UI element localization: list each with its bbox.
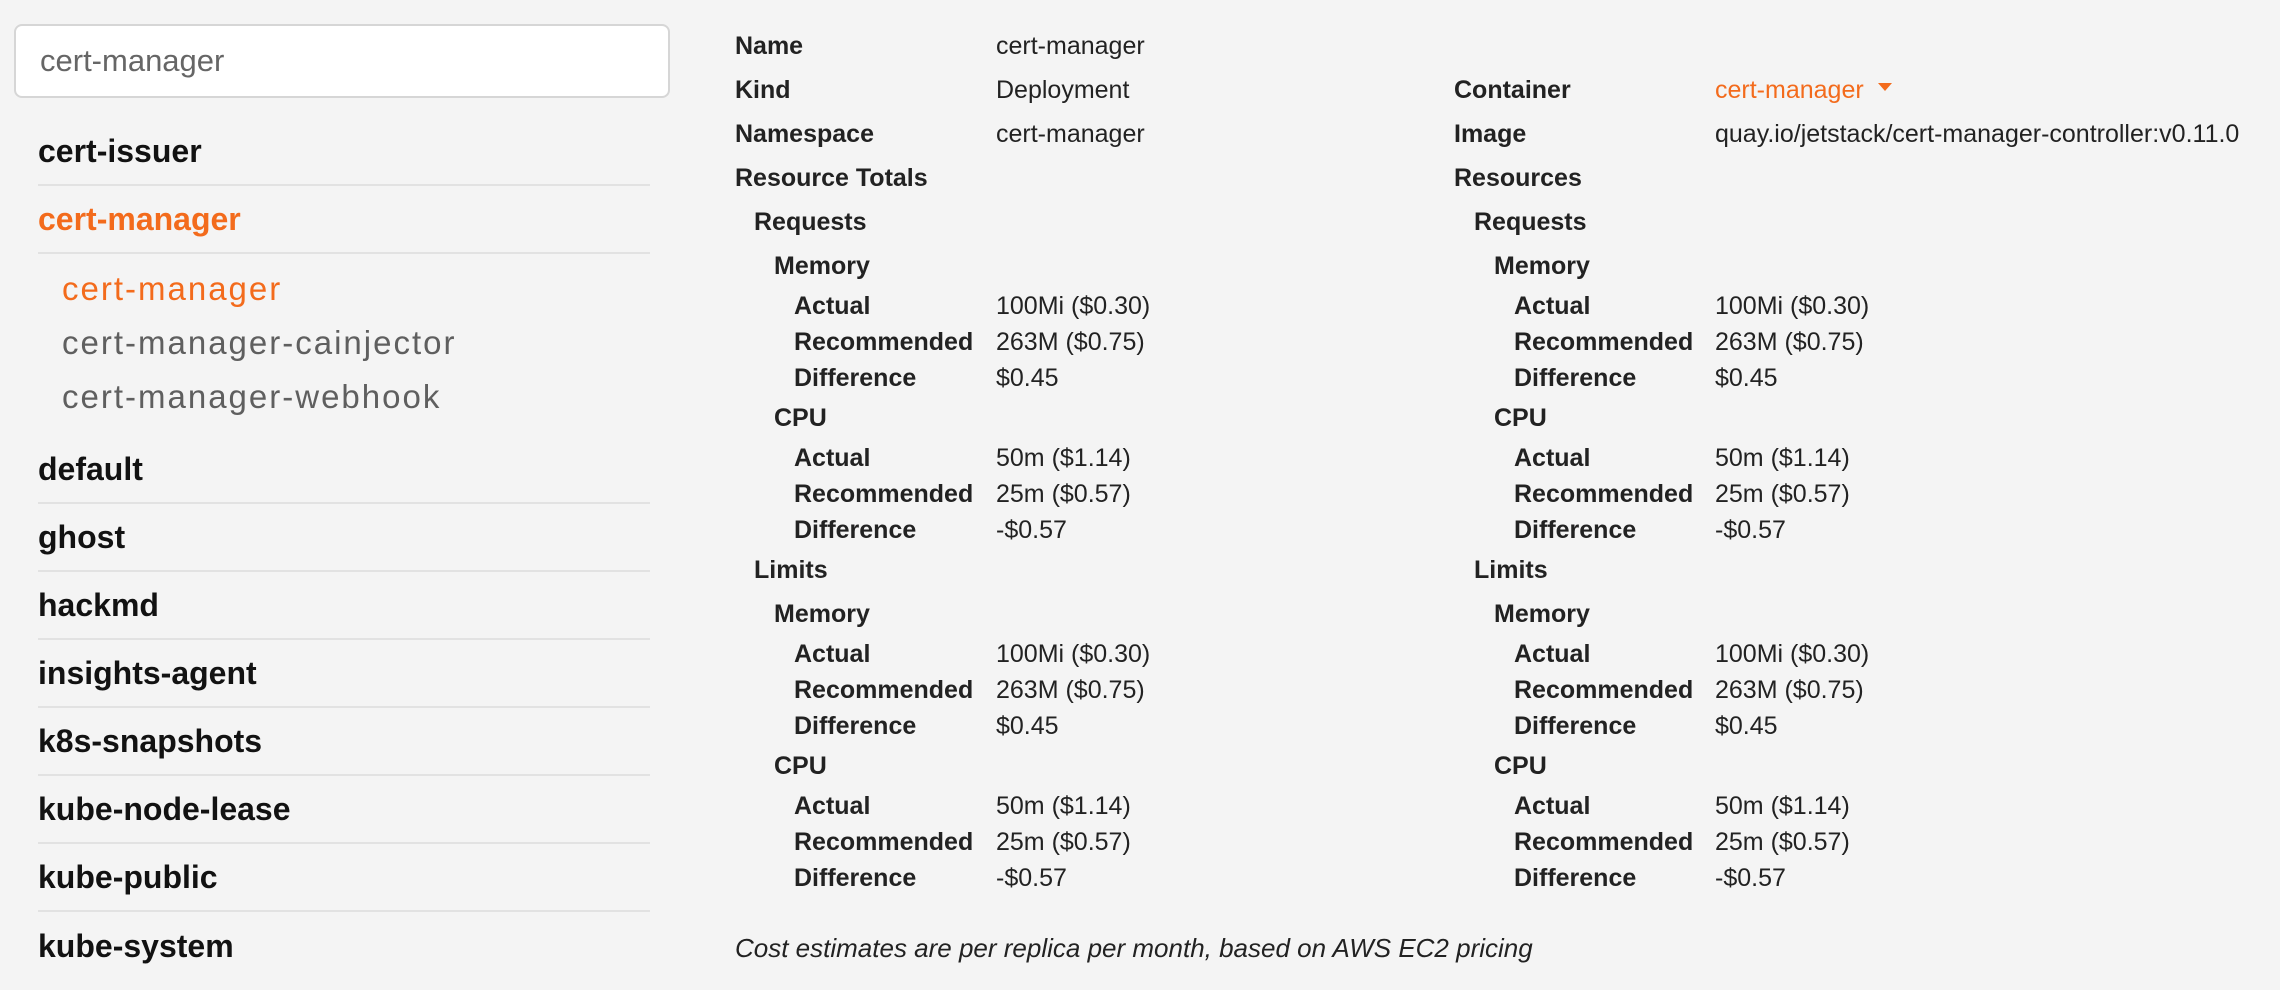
totals-limits-memory-recommended: 263M ($0.75): [996, 676, 1145, 704]
container-image: quay.io/jetstack/cert-manager-controller…: [1715, 120, 2240, 148]
totals-requests-memory-recommended-label: Recommended: [794, 328, 974, 356]
resources-requests-cpu-difference: -$0.57: [1715, 516, 1786, 544]
resources-requests-memory-actual-label: Actual: [1514, 292, 1591, 320]
resources-requests-cpu-difference-label: Difference: [1514, 516, 1637, 544]
sidebar-item-cert-manager[interactable]: cert-manager: [38, 186, 650, 254]
sidebar-item-cert-issuer[interactable]: cert-issuer: [38, 118, 650, 186]
totals-requests-memory-difference: $0.45: [996, 364, 1059, 392]
name-label: Name: [735, 32, 804, 60]
totals-limits-memory-heading: Memory: [774, 600, 870, 628]
resources-requests-memory-difference-label: Difference: [1514, 364, 1637, 392]
kind-label: Kind: [735, 76, 791, 104]
resources-limits-cpu-actual: 50m ($1.14): [1715, 792, 1850, 820]
sidebar-item-default[interactable]: default: [38, 436, 650, 504]
container-dropdown-value[interactable]: cert-manager: [1715, 76, 1864, 104]
totals-limits-cpu-actual-label: Actual: [794, 792, 871, 820]
resources-requests-memory-actual: 100Mi ($0.30): [1715, 292, 1870, 320]
workload-kind: Deployment: [996, 76, 1130, 104]
resources-requests-memory-recommended-label: Recommended: [1514, 328, 1694, 356]
resources-requests-memory-heading: Memory: [1494, 252, 1590, 280]
totals-requests-cpu-recommended-label: Recommended: [794, 480, 974, 508]
totals-limits-memory-difference-label: Difference: [794, 712, 917, 740]
sidebar-item-kube-public[interactable]: kube-public: [38, 844, 650, 912]
totals-limits-cpu-recommended-label: Recommended: [794, 828, 974, 856]
resources-requests-memory-difference: $0.45: [1715, 364, 1778, 392]
totals-requests-memory-recommended: 263M ($0.75): [996, 328, 1145, 356]
totals-limits-cpu-recommended: 25m ($0.57): [996, 828, 1131, 856]
totals-requests-cpu-difference: -$0.57: [996, 516, 1067, 544]
resources-requests-cpu-recommended-label: Recommended: [1514, 480, 1694, 508]
totals-requests-memory-actual: 100Mi ($0.30): [996, 292, 1151, 320]
totals-requests-heading: Requests: [754, 208, 867, 236]
sidebar-item-insights-agent[interactable]: insights-agent: [38, 640, 650, 708]
resources-limits-memory-recommended-label: Recommended: [1514, 676, 1694, 704]
resources-limits-cpu-difference: -$0.57: [1715, 864, 1786, 892]
totals-requests-memory-heading: Memory: [774, 252, 870, 280]
resources-limits-cpu-difference-label: Difference: [1514, 864, 1637, 892]
resource-totals-heading: Resource Totals: [735, 164, 928, 192]
resources-limits-memory-difference: $0.45: [1715, 712, 1778, 740]
workload-item-cert-manager-cainjector[interactable]: cert-manager-cainjector: [62, 324, 457, 361]
workload-namespace: cert-manager: [996, 120, 1145, 148]
sidebar-item-hackmd[interactable]: hackmd: [38, 572, 650, 640]
resources-limits-heading: Limits: [1474, 556, 1548, 584]
totals-limits-memory-actual: 100Mi ($0.30): [996, 640, 1151, 668]
resources-limits-cpu-recommended: 25m ($0.57): [1715, 828, 1850, 856]
namespace-list: cert-issuer cert-manager cert-manager ce…: [38, 118, 650, 980]
resources-limits-cpu-heading: CPU: [1494, 752, 1547, 780]
search-input[interactable]: [14, 24, 670, 98]
totals-limits-cpu-heading: CPU: [774, 752, 827, 780]
resources-requests-cpu-actual-label: Actual: [1514, 444, 1591, 472]
totals-limits-memory-actual-label: Actual: [794, 640, 871, 668]
resources-requests-memory-recommended: 263M ($0.75): [1715, 328, 1864, 356]
totals-requests-cpu-actual: 50m ($1.14): [996, 444, 1131, 472]
totals-requests-cpu-recommended: 25m ($0.57): [996, 480, 1131, 508]
totals-limits-cpu-difference-label: Difference: [794, 864, 917, 892]
totals-requests-memory-difference-label: Difference: [794, 364, 917, 392]
container-dropdown[interactable]: cert-manager: [1715, 76, 1892, 105]
resources-requests-cpu-heading: CPU: [1494, 404, 1547, 432]
image-label: Image: [1454, 120, 1527, 148]
totals-requests-cpu-difference-label: Difference: [794, 516, 917, 544]
workload-item-cert-manager-webhook[interactable]: cert-manager-webhook: [62, 378, 442, 415]
sidebar-item-k8s-snapshots[interactable]: k8s-snapshots: [38, 708, 650, 776]
workload-name: cert-manager: [996, 32, 1145, 60]
resources-limits-memory-recommended: 263M ($0.75): [1715, 676, 1864, 704]
sidebar-item-kube-system[interactable]: kube-system: [38, 927, 234, 964]
resources-requests-cpu-actual: 50m ($1.14): [1715, 444, 1850, 472]
caret-down-icon[interactable]: [1877, 83, 1892, 92]
totals-requests-memory-actual-label: Actual: [794, 292, 871, 320]
workload-list: cert-manager cert-manager-cainjector cer…: [38, 254, 650, 436]
namespace-label: Namespace: [735, 120, 874, 148]
resources-requests-cpu-recommended: 25m ($0.57): [1715, 480, 1850, 508]
container-label: Container: [1454, 76, 1571, 104]
totals-limits-cpu-difference: -$0.57: [996, 864, 1067, 892]
cost-footnote: Cost estimates are per replica per month…: [735, 933, 1533, 963]
totals-requests-cpu-actual-label: Actual: [794, 444, 871, 472]
resources-limits-memory-difference-label: Difference: [1514, 712, 1637, 740]
resources-limits-memory-actual-label: Actual: [1514, 640, 1591, 668]
sidebar: cert-issuer cert-manager cert-manager ce…: [0, 0, 680, 990]
resources-limits-memory-heading: Memory: [1494, 600, 1590, 628]
totals-limits-heading: Limits: [754, 556, 828, 584]
resources-limits-cpu-actual-label: Actual: [1514, 792, 1591, 820]
sidebar-item-kube-node-lease[interactable]: kube-node-lease: [38, 776, 650, 844]
resources-limits-cpu-recommended-label: Recommended: [1514, 828, 1694, 856]
sidebar-item-ghost[interactable]: ghost: [38, 504, 650, 572]
totals-limits-memory-recommended-label: Recommended: [794, 676, 974, 704]
totals-limits-memory-difference: $0.45: [996, 712, 1059, 740]
resources-heading: Resources: [1454, 164, 1582, 192]
workload-item-cert-manager[interactable]: cert-manager: [62, 270, 283, 307]
totals-limits-cpu-actual: 50m ($1.14): [996, 792, 1131, 820]
resources-requests-heading: Requests: [1474, 208, 1587, 236]
totals-requests-cpu-heading: CPU: [774, 404, 827, 432]
resources-limits-memory-actual: 100Mi ($0.30): [1715, 640, 1870, 668]
